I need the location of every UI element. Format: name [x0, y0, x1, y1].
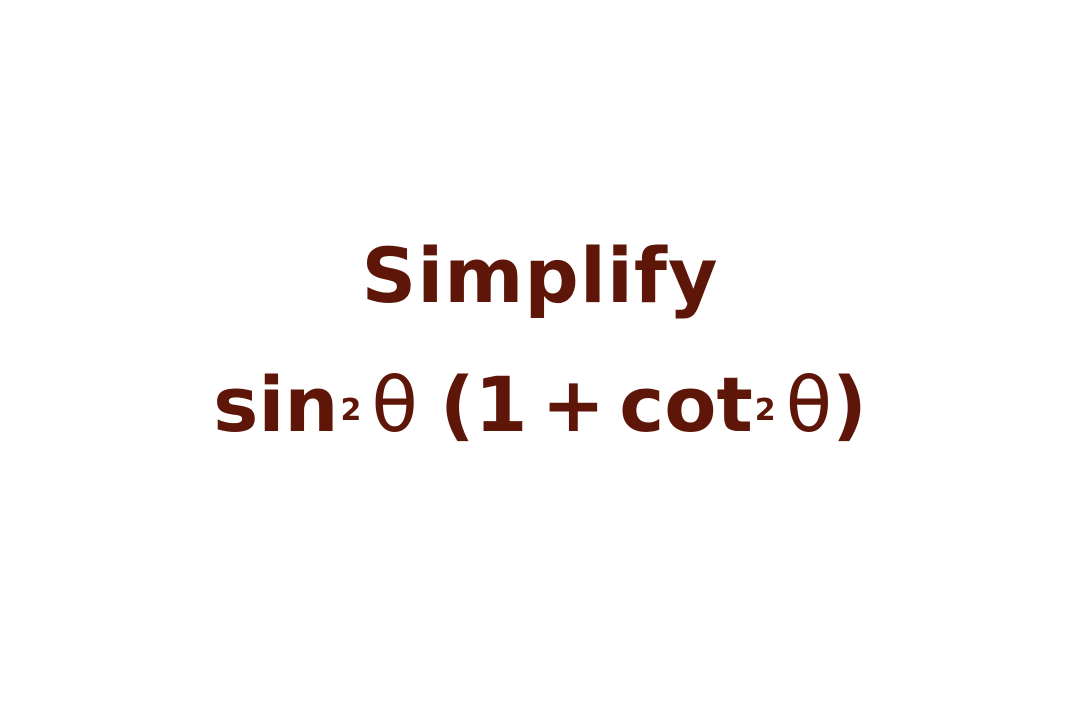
- theta-symbol: θ: [371, 360, 418, 449]
- sin-function: sin: [213, 360, 339, 449]
- close-parenthesis: ): [832, 360, 867, 449]
- heading-simplify: Simplify: [361, 231, 719, 320]
- math-expression: sin2 θ (1 + cot2 θ): [0, 355, 1080, 455]
- number-one: 1: [474, 360, 528, 449]
- plus-sign: +: [541, 360, 606, 449]
- cot-exponent: 2: [754, 393, 776, 428]
- cot-function: cot: [619, 360, 753, 449]
- open-parenthesis: (: [439, 360, 475, 449]
- sin-exponent: 2: [340, 393, 362, 428]
- theta-symbol: θ: [785, 360, 833, 449]
